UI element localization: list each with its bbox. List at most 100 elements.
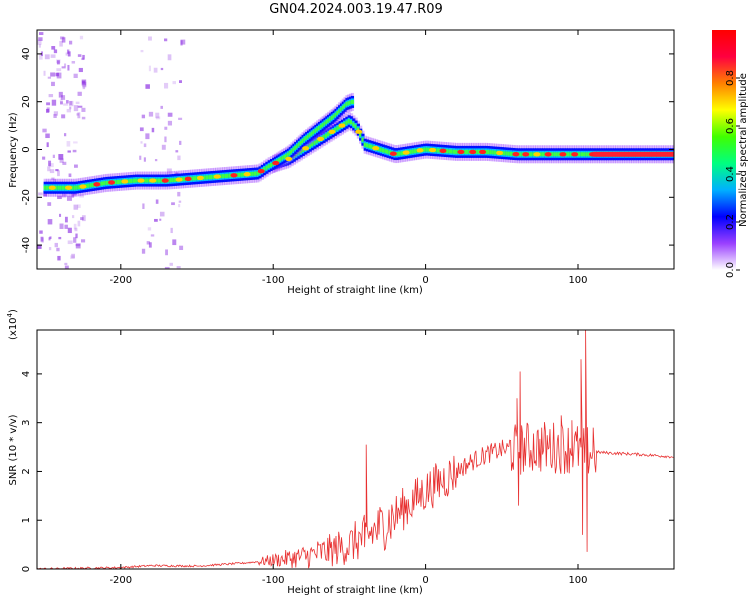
noise-cell	[66, 141, 71, 147]
noise-cell	[73, 237, 77, 243]
spectrum-core	[322, 135, 326, 140]
x-tick-label: 100	[568, 275, 587, 286]
noise-cell	[49, 236, 52, 239]
noise-cell	[76, 113, 79, 116]
snr-xlabel: Height of straight line (km)	[287, 585, 423, 596]
spectrum-core	[171, 178, 175, 183]
noise-cell	[148, 36, 152, 41]
spectrum-core	[256, 171, 260, 176]
spectrum-core	[192, 176, 196, 181]
noise-cell	[178, 200, 182, 203]
spectrum-core	[295, 152, 299, 157]
spectrum-core	[297, 142, 302, 147]
noise-cell	[155, 199, 159, 204]
spectrum-core	[305, 136, 309, 141]
noise-cell	[59, 98, 63, 103]
spectrum-core	[349, 100, 353, 105]
noise-cell	[74, 227, 78, 232]
noise-cell	[39, 230, 43, 234]
noise-cell	[176, 266, 181, 269]
noise-cell	[139, 127, 144, 132]
noise-cell	[81, 215, 86, 222]
spectrum-peak	[416, 148, 424, 153]
spectrum-core	[365, 143, 370, 148]
spectrum-peak	[372, 145, 380, 151]
colorbar-tick-label: 0.8	[725, 70, 736, 86]
spectrum-core	[528, 152, 532, 157]
spectrum-peak	[93, 182, 101, 187]
noise-cell	[81, 116, 86, 120]
noise-cell	[57, 195, 62, 200]
snr-ticks: -200 -100 0 100 0 1 2 3 4	[21, 330, 674, 586]
noise-cell	[140, 49, 144, 53]
spectrum-core	[354, 124, 358, 129]
spectrum-core	[219, 174, 223, 179]
noise-cell	[37, 244, 42, 249]
noise-cell	[170, 227, 173, 234]
spectrum-core	[285, 153, 289, 158]
spectrum-core	[237, 172, 242, 177]
noise-cell	[145, 133, 150, 140]
spectrum-peak	[355, 129, 363, 134]
spectrum-core	[336, 126, 340, 131]
spectrum-core	[132, 178, 136, 183]
spectrum-peak	[48, 185, 56, 190]
spectrum-core	[301, 139, 305, 144]
noise-cell	[51, 46, 56, 50]
noise-cell	[51, 81, 55, 87]
spectrum-core	[114, 180, 118, 185]
noise-cell	[60, 101, 63, 105]
noise-cell	[53, 114, 57, 118]
noise-cell	[180, 40, 183, 46]
spectrum-core	[224, 173, 228, 178]
spectrum-peak	[175, 177, 183, 182]
spectrum-core	[379, 147, 383, 152]
spectrum-peak	[544, 152, 552, 157]
spectrum-core	[491, 150, 495, 155]
noise-cell	[178, 117, 183, 120]
noise-cell	[75, 243, 81, 249]
noise-cell	[177, 155, 181, 161]
x-tick-label: 0	[422, 575, 428, 586]
spectrum-core	[316, 127, 320, 132]
noise-cell	[159, 211, 165, 217]
noise-cell	[46, 102, 51, 106]
spectrum-core	[509, 151, 514, 156]
spectrum-core	[210, 175, 214, 180]
noise-cell	[68, 173, 72, 178]
spectrum-core	[84, 184, 88, 189]
spectrum-core	[226, 173, 230, 178]
noise-cell	[59, 158, 64, 163]
spectrum-core	[350, 99, 355, 104]
spectrum-core	[539, 152, 543, 157]
spectrum-peak	[196, 175, 204, 181]
noise-cell	[142, 203, 145, 209]
noise-cell	[66, 100, 69, 104]
y-tick-label: 3	[21, 419, 32, 425]
spectrum-core	[343, 103, 347, 108]
noise-cell	[71, 193, 75, 198]
noise-cell	[145, 84, 150, 89]
noise-cell	[66, 108, 72, 113]
noise-cell	[53, 111, 59, 116]
noise-cell	[61, 37, 66, 43]
colorbar-tick-label: 0.4	[725, 166, 736, 182]
spectrum-core	[324, 133, 328, 138]
spectrum-peak	[137, 178, 145, 183]
spectrum-core	[71, 185, 75, 190]
spectrum-core	[347, 119, 351, 124]
spectrogram-ylabel: Frequency (Hz)	[8, 112, 19, 188]
spectrum-peak	[272, 160, 280, 166]
spectrum-core	[317, 125, 322, 130]
y-tick-label: 4	[21, 371, 32, 377]
noise-cell	[71, 215, 75, 219]
spectrum-core	[279, 157, 283, 162]
y-tick-label: -20	[21, 189, 32, 205]
spectrum-core	[321, 123, 325, 128]
spectrum-core	[308, 133, 312, 138]
page-title: GN04.2024.003.19.47.R09	[269, 2, 443, 17]
noise-cell	[69, 106, 72, 110]
noise-cell	[67, 227, 72, 234]
spectrum-core	[73, 185, 77, 190]
spectrum-core	[411, 149, 415, 154]
